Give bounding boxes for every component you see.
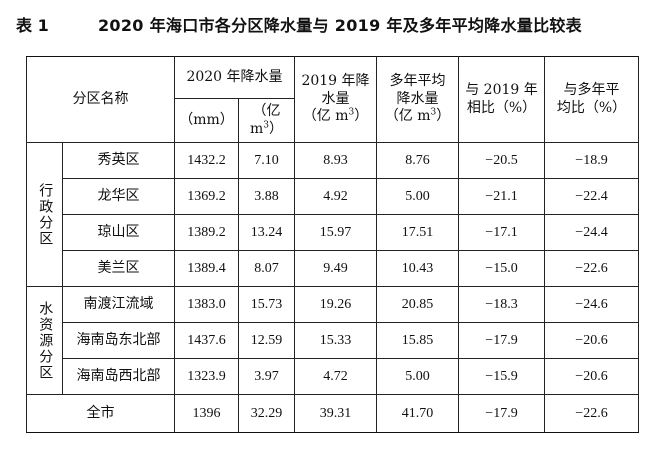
cell-vsavg: −20.6 [544,322,639,359]
table-row: 海南岛西北部 1323.9 3.97 4.72 5.00 −15.9 −20.6 [27,358,639,395]
cell-vs2019: −15.0 [458,250,545,287]
total-name: 全市 [26,394,175,433]
cell-vs2019: −17.1 [458,214,545,251]
total-vsavg: −22.6 [544,394,639,433]
header-unit-mm: （mm） [174,98,239,143]
table-row: 海南岛东北部 1437.6 12.59 15.33 15.85 −17.9 −2… [27,322,639,359]
cell-mm: 1389.2 [174,214,239,251]
total-row: 全市 1396 32.29 39.31 41.70 −17.9 −22.6 [26,394,639,433]
cell-mm: 1369.2 [174,178,239,215]
cell-vsavg: −18.9 [544,142,639,179]
group-admin: 行政分区 [26,142,63,287]
header-rain2019: 2019 年降 水量 （亿 m3） [294,56,377,143]
table-title: 2020 年海口市各分区降水量与 2019 年及多年平均降水量比较表 [98,16,582,35]
rainfall-comparison-table: 分区名称 2020 年降水量 2019 年降 水量 （亿 m3） 多年平均 降水… [26,56,639,433]
cell-v2020: 7.10 [238,142,295,179]
table-row: 龙华区 1369.2 3.88 4.92 5.00 −21.1 −22.4 [27,178,639,215]
cell-avg: 20.85 [376,286,459,323]
header-rain2019-line1: 2019 年降 [301,73,370,90]
table-row: 美兰区 1389.4 8.07 9.49 10.43 −15.0 −22.6 [27,250,639,287]
header-multi-year: 多年平均 降水量 （亿 m3） [376,56,459,143]
header-row-2: （mm） （亿 m3） [27,98,639,143]
total-v2019: 39.31 [294,394,377,433]
table-row: 水资源分区 南渡江流域 1383.0 15.73 19.26 20.85 −18… [26,286,639,395]
row-name: 美兰区 [62,250,175,287]
cell-v2019: 15.97 [294,214,377,251]
cell-avg: 5.00 [376,358,459,395]
cell-mm: 1437.6 [174,322,239,359]
group-water: 水资源分区 [26,286,63,395]
cell-v2020: 8.07 [238,250,295,287]
cell-v2020: 3.97 [238,358,295,395]
cell-avg: 8.76 [376,142,459,179]
cell-vsavg: −24.4 [544,214,639,251]
cell-v2019: 4.92 [294,178,377,215]
cell-avg: 15.85 [376,322,459,359]
total-v2020: 32.29 [238,394,295,433]
cell-mm: 1323.9 [174,358,239,395]
header-rain2020: 2020 年降水量 [174,56,295,99]
row-name: 南渡江流域 [62,286,175,323]
header-vs-average: 与多年平 均比（%） [544,56,639,143]
cell-v2019: 8.93 [294,142,377,179]
header-row-1: 分区名称 2020 年降水量 2019 年降 水量 （亿 m3） 多年平均 降水… [26,56,639,143]
row-name: 海南岛西北部 [62,358,175,395]
header-vs2019-line2: 相比（%） [466,99,537,116]
header-multi-unit: （亿 m3） [384,107,451,125]
cell-v2019: 19.26 [294,286,377,323]
group-admin-label: 行政分区 [37,182,54,247]
cell-avg: 10.43 [376,250,459,287]
header-unit-m3: （亿 m3） [238,98,295,143]
cell-v2020: 3.88 [238,178,295,215]
total-avg: 41.70 [376,394,459,433]
cell-v2020: 12.59 [238,322,295,359]
cell-mm: 1383.0 [174,286,239,323]
header-vsavg-line2: 均比（%） [556,99,627,116]
cell-v2020: 15.73 [238,286,295,323]
row-name: 龙华区 [62,178,175,215]
cell-v2020: 13.24 [238,214,295,251]
header-vsavg-line1: 与多年平 [563,82,620,98]
cell-vsavg: −22.6 [544,250,639,287]
header-vs-2019: 与 2019 年 相比（%） [458,56,545,143]
header-district-label: 分区名称 [72,90,129,107]
cell-v2019: 15.33 [294,322,377,359]
cell-vsavg: −22.4 [544,178,639,215]
cell-vsavg: −20.6 [544,358,639,395]
cell-vs2019: −15.9 [458,358,545,395]
header-vs2019-line1: 与 2019 年 [465,82,538,98]
header-multi-line1: 多年平均 [389,73,446,90]
header-rain2020-label: 2020 年降水量 [186,68,283,85]
table-row: 行政分区 秀英区 1432.2 7.10 8.93 8.76 −20.5 −18… [26,142,639,287]
row-name: 琼山区 [62,214,175,251]
header-multi-line2: 降水量 [396,90,439,107]
row-name: 秀英区 [62,142,175,179]
cell-avg: 17.51 [376,214,459,251]
header-district: 分区名称 [26,56,175,143]
header-rain2019-unit: （亿 m3） [302,107,369,125]
cell-vs2019: −21.1 [458,178,545,215]
table-row: 琼山区 1389.2 13.24 15.97 17.51 −17.1 −24.4 [27,214,639,251]
table-caption: 表 1 2020 年海口市各分区降水量与 2019 年及多年平均降水量比较表 [10,12,656,38]
cell-vs2019: −20.5 [458,142,545,179]
table-number: 表 1 [16,16,49,35]
cell-v2019: 4.72 [294,358,377,395]
cell-v2019: 9.49 [294,250,377,287]
cell-avg: 5.00 [376,178,459,215]
total-vs2019: −17.9 [458,394,545,433]
header-rain2019-line2: 水量 [321,90,350,107]
row-name: 海南岛东北部 [62,322,175,359]
cell-vs2019: −17.9 [458,322,545,359]
cell-vsavg: −24.6 [544,286,639,323]
total-mm: 1396 [174,394,239,433]
cell-mm: 1389.4 [174,250,239,287]
group-water-label: 水资源分区 [37,300,54,381]
cell-mm: 1432.2 [174,142,239,179]
cell-vs2019: −18.3 [458,286,545,323]
